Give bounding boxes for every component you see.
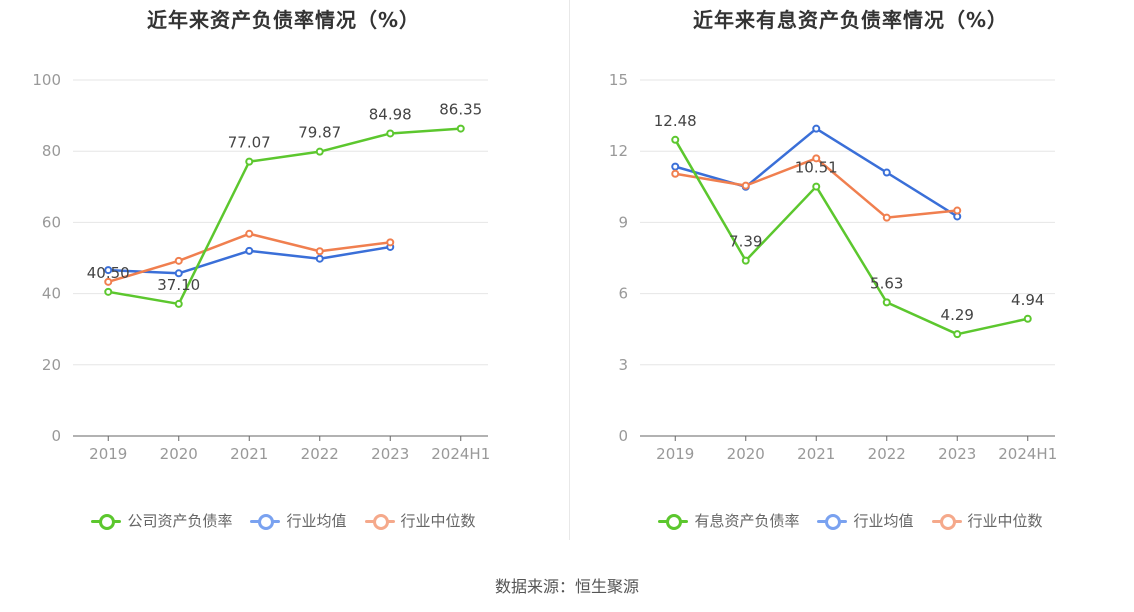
data-point [741, 181, 750, 190]
y-tick-label: 6 [618, 285, 628, 303]
legend-item-industry-median[interactable]: 行业中位数 [931, 510, 1043, 531]
legend-label: 行业均值 [286, 512, 347, 530]
series-line [674, 139, 1029, 336]
data-point [953, 330, 962, 339]
data-point [104, 287, 113, 296]
legend-swatch-icon [91, 513, 122, 530]
legend-swatch-icon [250, 513, 281, 530]
chart-title: 近年来资产负债率情况（%） [146, 8, 421, 32]
chart-legend: 有息资产负债率 行业均值 行业中位数 [567, 510, 1134, 531]
x-tick-label: 2022 [301, 445, 339, 463]
legend-label: 行业中位数 [967, 512, 1043, 530]
data-point [245, 229, 254, 238]
x-tick-label: 2024H1 [998, 445, 1057, 463]
data-point [741, 256, 750, 265]
x-tick-label: 2023 [938, 445, 976, 463]
x-tick-label: 2024H1 [431, 445, 490, 463]
data-point [882, 298, 891, 307]
data-point [386, 238, 395, 247]
y-tick-label: 0 [618, 427, 628, 445]
legend-item-company[interactable]: 有息资产负债率 [658, 510, 799, 531]
y-tick-label: 0 [51, 427, 61, 445]
x-tick-label: 2020 [727, 445, 765, 463]
legend-label: 行业均值 [853, 512, 914, 530]
data-point [882, 168, 891, 177]
data-label: 37.10 [157, 276, 200, 294]
legend-item-company[interactable]: 公司资产负债率 [91, 510, 232, 531]
y-tick-label: 80 [42, 142, 61, 160]
data-label: 79.87 [298, 124, 341, 142]
data-point [882, 213, 891, 222]
panel-divider [569, 0, 570, 540]
y-tick-label: 40 [42, 285, 61, 303]
y-tick-label: 15 [609, 71, 628, 89]
chart-legend: 公司资产负债率 行业均值 行业中位数 [0, 510, 567, 531]
data-point [386, 129, 395, 138]
legend-label: 有息资产负债率 [694, 512, 800, 530]
x-tick-label: 2019 [89, 445, 127, 463]
x-tick-label: 2021 [797, 445, 835, 463]
y-tick-label: 20 [42, 356, 61, 374]
series-line [107, 232, 391, 284]
data-point [812, 124, 821, 133]
legend-label: 行业中位数 [400, 512, 476, 530]
x-tick-label: 2021 [230, 445, 268, 463]
data-point [812, 182, 821, 191]
x-tick-label: 2019 [656, 445, 694, 463]
legend-item-industry-mean[interactable]: 行业均值 [250, 510, 347, 531]
data-label: 84.98 [369, 105, 412, 123]
data-label: 77.07 [228, 134, 271, 152]
y-tick-label: 100 [32, 71, 61, 89]
legend-swatch-icon [931, 513, 962, 530]
data-label: 4.29 [941, 306, 974, 324]
legend-swatch-icon [817, 513, 848, 530]
data-label: 12.48 [654, 112, 697, 130]
data-point [104, 266, 113, 275]
data-label: 4.94 [1011, 291, 1044, 309]
x-tick-label: 2023 [371, 445, 409, 463]
data-point [456, 124, 465, 133]
data-point [812, 154, 821, 163]
legend-item-industry-median[interactable]: 行业中位数 [364, 510, 476, 531]
data-point [315, 147, 324, 156]
data-point [953, 206, 962, 215]
data-point [245, 246, 254, 255]
chart-panel-left: 近年来资产负债率情况（%） 0 20 40 60 80 100 2019 2020 2021 20… [0, 0, 567, 560]
data-point [1023, 314, 1032, 323]
x-tick-label: 2020 [160, 445, 198, 463]
data-label: 10.51 [795, 159, 838, 177]
legend-label: 公司资产负债率 [127, 512, 233, 530]
y-tick-label: 60 [42, 213, 61, 231]
data-point [104, 277, 113, 286]
data-point [315, 247, 324, 256]
data-label: 7.39 [729, 233, 762, 251]
data-point [671, 169, 680, 178]
data-point [671, 162, 680, 171]
legend-swatch-icon [658, 513, 689, 530]
data-point [174, 256, 183, 265]
data-point [245, 157, 254, 166]
y-tick-label: 3 [618, 356, 628, 374]
data-point [671, 135, 680, 144]
legend-swatch-icon [364, 513, 395, 530]
y-tick-label: 9 [618, 213, 628, 231]
series-line [108, 127, 461, 306]
data-point [315, 254, 324, 263]
x-tick-label: 2022 [868, 445, 906, 463]
line-chart: 0 3 6 9 12 15 2019 2020 2021 2022 2023 2024H1 12.48 7… [609, 71, 1057, 463]
data-point [174, 269, 183, 278]
line-chart: 0 20 40 60 80 100 2019 2020 2021 2022 2023 2024H1 40… [32, 71, 490, 463]
chart-panel-right: 近年来有息资产负债率情况（%） 0 3 6 9 12 15 2019 2020 2021 2022… [567, 0, 1134, 560]
legend-item-industry-mean[interactable]: 行业均值 [817, 510, 914, 531]
chart-title: 近年来有息资产负债率情况（%） [692, 8, 1009, 32]
data-point [174, 299, 183, 308]
y-tick-label: 12 [609, 142, 628, 160]
data-label: 86.35 [439, 101, 482, 119]
data-label: 40.50 [87, 264, 130, 282]
data-source-note: 数据来源：恒生聚源 [494, 577, 639, 596]
data-label: 5.63 [870, 274, 903, 292]
